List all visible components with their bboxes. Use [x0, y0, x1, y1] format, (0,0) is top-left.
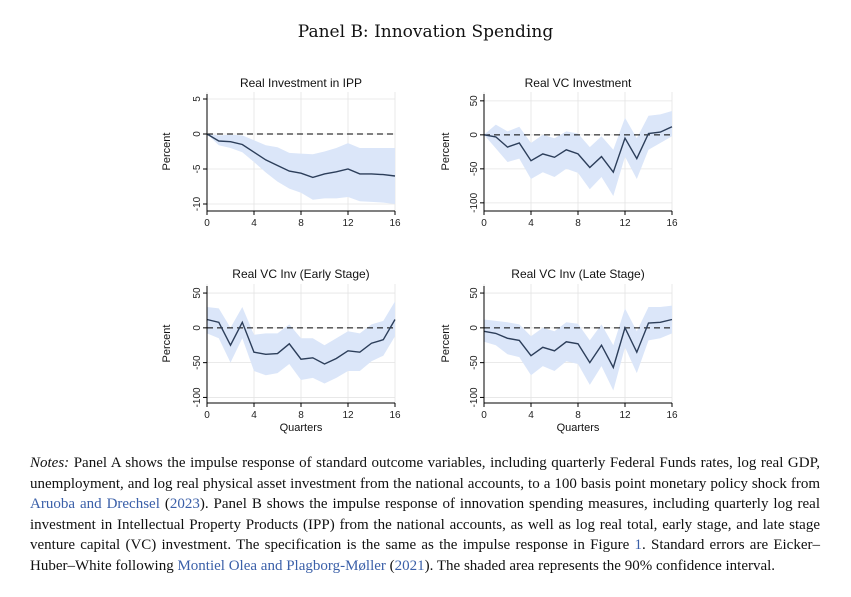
notes-text-3: ). Panel B shows the impulse response of…	[30, 496, 821, 554]
notes: Notes: Panel A shows the impulse respons…	[30, 453, 820, 577]
y-tick-label: 50	[469, 95, 480, 107]
y-tick-label: -50	[469, 161, 480, 176]
citation-aruoba-link[interactable]: Aruoba and Drechsel	[30, 496, 160, 513]
y-tick-label: -10	[192, 196, 203, 211]
y-axis-label: Percent	[440, 133, 452, 171]
series-line	[483, 318, 673, 370]
x-tick-label: 12	[619, 218, 631, 229]
citation-montiel-year-link[interactable]: 2021	[394, 557, 425, 574]
x-tick-label: 0	[204, 218, 210, 229]
x-tick-label: 12	[342, 410, 354, 421]
notes-text-4: . Standard errors are Eicker–Huber–White…	[30, 537, 820, 574]
x-tick-label: 4	[251, 218, 257, 229]
x-tick-label: 8	[298, 218, 304, 229]
x-tick-label: 16	[666, 218, 678, 229]
chart-1: -10 -5 0 5 0 4 8 12 16 Real Investment in IPP Perc…	[161, 76, 401, 229]
y-tick-label: 0	[192, 325, 203, 331]
x-axis-label: Quarters	[280, 422, 323, 434]
x-tick-label: 0	[204, 410, 210, 421]
y-tick-label: 0	[469, 132, 480, 138]
x-tick-label: 4	[251, 410, 257, 421]
figure-ref-link[interactable]: 1	[634, 537, 643, 554]
citation-montiel-link[interactable]: Montiel Olea and Plagborg-Møller	[177, 557, 386, 574]
panel-title: Panel B: Innovation Spending	[297, 22, 554, 42]
y-axis-label: Percent	[440, 325, 452, 363]
y-tick-label: -5	[192, 164, 203, 173]
series-line	[206, 318, 396, 365]
confidence-band	[207, 301, 395, 384]
y-tick-label: -100	[469, 387, 480, 407]
y-tick-label: -100	[192, 387, 203, 407]
y-tick-label: -100	[469, 192, 480, 212]
chart-title: Real VC Inv (Early Stage)	[232, 267, 369, 281]
y-tick-label: 5	[192, 96, 203, 102]
x-axis-label: Quarters	[557, 422, 600, 434]
y-tick-label: 0	[469, 325, 480, 331]
y-axis-label: Percent	[161, 133, 173, 171]
notes-text-6: ). The shaded area represents the 90% co…	[424, 557, 776, 574]
series-line	[206, 133, 396, 179]
x-tick-label: 8	[575, 218, 581, 229]
x-tick-label: 4	[528, 410, 534, 421]
y-tick-label: -50	[469, 355, 480, 370]
chart-title: Real Investment in IPP	[240, 76, 362, 90]
chart-title: Real VC Inv (Late Stage)	[511, 267, 644, 281]
x-tick-label: 8	[575, 410, 581, 421]
series-line	[483, 126, 673, 174]
notes-text-2: (	[159, 496, 170, 513]
y-tick-label: -50	[192, 355, 203, 370]
y-tick-label: 0	[192, 131, 203, 137]
x-tick-label: 4	[528, 218, 534, 229]
chart-3: -100 -50 0 50 0 4 8 12 16 Real VC Inv (Early Stag…	[161, 267, 401, 434]
chart-title: Real VC Investment	[525, 76, 632, 90]
x-tick-label: 16	[666, 410, 678, 421]
x-tick-label: 16	[389, 410, 401, 421]
notes-label: Notes:	[30, 455, 70, 471]
y-tick-label: 50	[469, 287, 480, 299]
x-tick-label: 12	[342, 218, 354, 229]
notes-text-5: (	[385, 557, 395, 574]
y-axis-label: Percent	[161, 325, 173, 363]
chart-2: -100 -50 0 50 0 4 8 12 16 Real VC Investment Perce…	[440, 76, 678, 229]
x-tick-label: 0	[481, 410, 487, 421]
y-tick-label: 50	[192, 287, 203, 299]
chart-4: -100 -50 0 50 0 4 8 12 16 Real VC Inv (Late Stage…	[440, 267, 678, 434]
x-tick-label: 8	[298, 410, 304, 421]
citation-aruoba-year-link[interactable]: 2023	[169, 496, 200, 513]
x-tick-label: 0	[481, 218, 487, 229]
x-tick-label: 12	[619, 410, 631, 421]
x-tick-label: 16	[389, 218, 401, 229]
notes-text-1: Panel A shows the impulse response of st…	[30, 455, 820, 492]
